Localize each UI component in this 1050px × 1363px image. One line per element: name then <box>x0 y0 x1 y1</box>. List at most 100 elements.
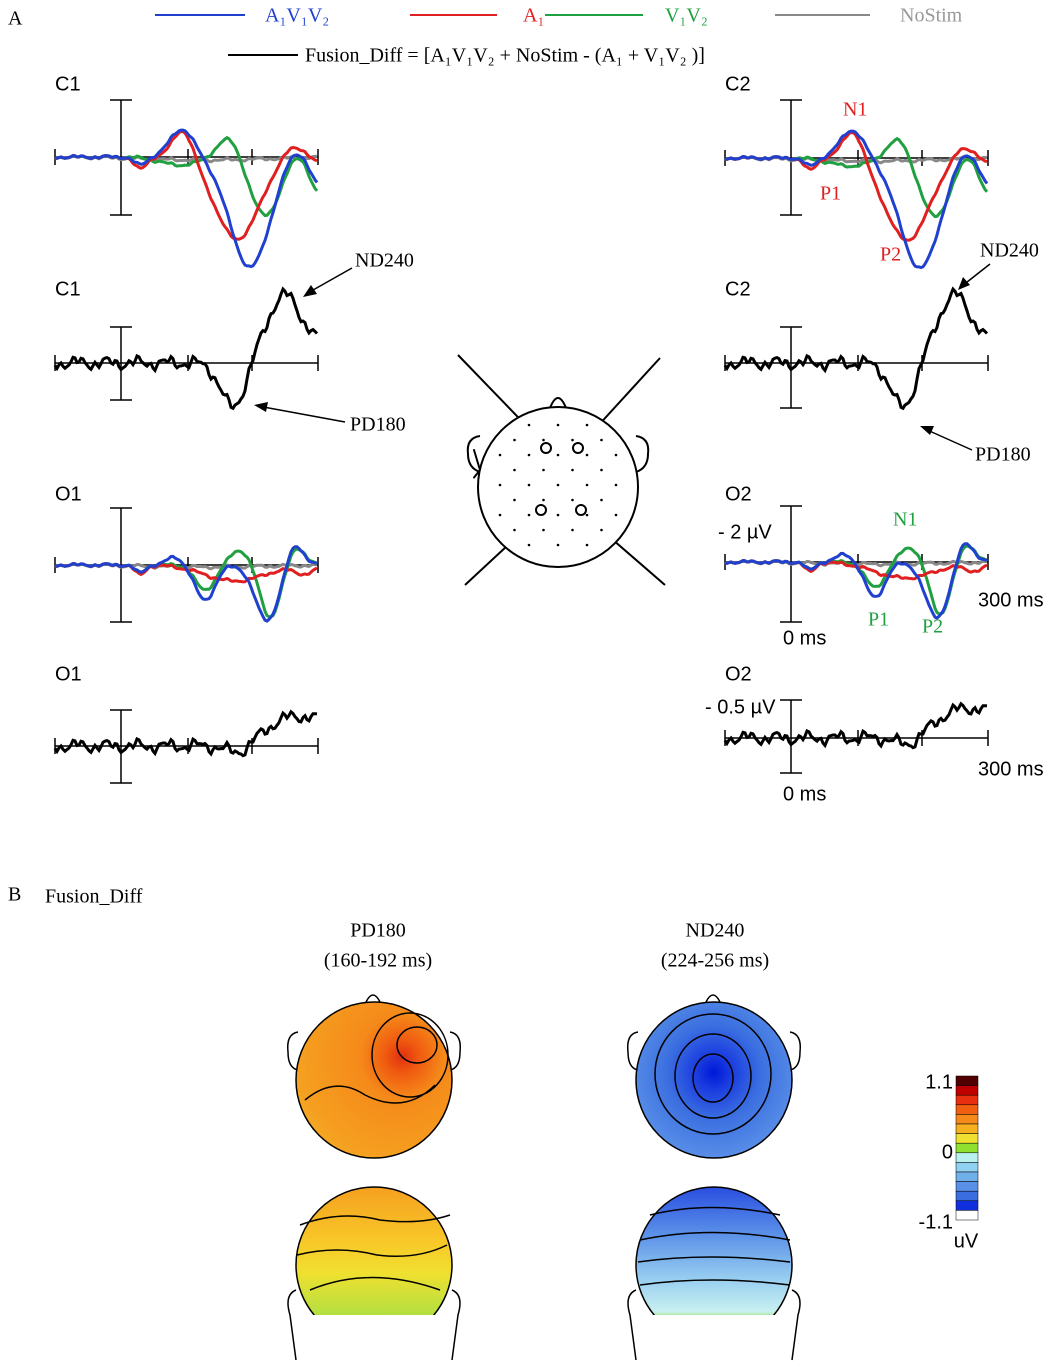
scale-label: - 0.5 µV <box>705 696 776 718</box>
annotation: ND240 <box>980 240 1039 262</box>
electrode-dot <box>527 423 531 427</box>
electrode-dot <box>556 453 560 457</box>
colorbar-label: -1.1 <box>919 1211 953 1233</box>
colorbar-swatch <box>955 1181 979 1192</box>
plot-label: O2 <box>725 483 752 505</box>
electrode-dot <box>527 453 531 457</box>
plot-label: O1 <box>55 483 82 505</box>
annotation: P1 <box>820 183 841 205</box>
formula: Fusion_Diff = [A₁V₁V₂ + NoStim - (A₁ + V… <box>305 45 705 67</box>
electrode-dot <box>571 498 574 502</box>
colorbar-label: 0 <box>942 1141 953 1163</box>
difference-trace <box>723 286 989 411</box>
topomap <box>286 994 802 1361</box>
annotation: PD180 <box>975 444 1031 466</box>
map-title: PD180 <box>350 920 406 942</box>
annotation: P1 <box>868 609 889 631</box>
difference-trace <box>723 701 988 750</box>
colorbar-swatch <box>955 1075 979 1086</box>
colorbar-swatch <box>955 1142 979 1154</box>
electrode-dot <box>600 498 603 502</box>
panel-label: B <box>8 884 21 906</box>
panel-label: A <box>8 8 23 30</box>
colorbar-swatch <box>955 1162 979 1173</box>
arrowhead <box>254 402 268 412</box>
electrode-dot <box>556 423 560 427</box>
colorbar-swatch <box>955 1152 979 1163</box>
plot-label: C1 <box>55 73 81 95</box>
erp-trace <box>724 544 988 616</box>
electrode-dot <box>527 543 531 547</box>
difference-trace <box>53 709 318 758</box>
map-window: (160-192 ms) <box>324 950 432 972</box>
electrode-dot <box>600 528 603 532</box>
erp-trace <box>724 542 988 620</box>
arrowhead <box>303 285 317 297</box>
erp-trace <box>54 545 318 623</box>
arrowhead <box>920 426 934 435</box>
legend-text: A₁ <box>523 5 544 27</box>
annotation: ND240 <box>355 250 414 272</box>
panel-title: Fusion_Diff <box>45 886 143 908</box>
plot-label: C2 <box>725 73 751 95</box>
scale-label: - 2 µV <box>718 521 772 543</box>
erp-trace <box>54 547 318 619</box>
difference-trace <box>53 286 319 411</box>
electrode-dot <box>600 468 603 472</box>
electrode-dot <box>556 513 560 517</box>
electrode-dot <box>513 438 516 442</box>
colorbar-swatch <box>955 1104 979 1115</box>
colorbar-label: 1.1 <box>925 1071 953 1093</box>
erp-trace <box>724 129 989 270</box>
erp-plots: C1 C1 O1 O1 C2 C2 O2 O2 <box>53 73 989 784</box>
plot-label: C2 <box>725 278 751 300</box>
plot-label: O2 <box>725 663 752 685</box>
colorbar-swatch <box>955 1114 979 1125</box>
electrode-dot <box>614 513 618 517</box>
electrode-dot <box>513 468 516 472</box>
annotation: N1 <box>893 509 917 531</box>
erp-trace <box>724 136 989 219</box>
time-label: 0 ms <box>783 783 826 805</box>
electrode-dot <box>498 453 502 457</box>
map-window: (224-256 ms) <box>661 950 769 972</box>
annotation: N1 <box>843 99 867 121</box>
arrowhead <box>958 277 970 290</box>
colorbar-swatch <box>955 1190 979 1202</box>
erp-trace <box>724 130 988 242</box>
colorbar-swatch <box>955 1200 979 1211</box>
colorbar-swatch <box>955 1085 979 1096</box>
electrode-dot <box>513 498 516 502</box>
electrode-dot <box>585 513 589 517</box>
electrode-dot <box>585 423 589 427</box>
electrode-dot <box>527 513 531 517</box>
time-label: 300 ms <box>978 589 1044 611</box>
legend-text: A₁V₁V₂ <box>265 5 329 27</box>
erp-trace <box>54 135 319 218</box>
plot-label: C1 <box>55 278 81 300</box>
electrode-dot <box>585 453 589 457</box>
electrode-dot <box>513 528 516 532</box>
electrode-dot <box>498 513 502 517</box>
map-title: ND240 <box>686 920 745 942</box>
erp-trace <box>54 129 318 241</box>
electrode-dot <box>571 528 574 532</box>
electrode-dot <box>527 483 531 487</box>
colorbar-unit: uV <box>954 1230 979 1252</box>
electrode-dot <box>542 528 545 532</box>
legend-text: NoStim <box>900 5 963 27</box>
electrode-dot <box>542 468 545 472</box>
electrode-dot <box>498 483 502 487</box>
colorbar-swatch <box>955 1171 979 1182</box>
time-label: 300 ms <box>978 758 1044 780</box>
annotation: PD180 <box>350 414 406 436</box>
arrow <box>257 405 346 423</box>
colorbar-swatch <box>955 1094 979 1106</box>
electrode-head <box>457 354 666 586</box>
colorbar-swatch <box>955 1123 979 1134</box>
legend-text: V₁V₂ <box>665 5 708 27</box>
arrow <box>924 428 973 451</box>
electrode-dots <box>498 423 618 547</box>
colorbar-swatch <box>955 1133 979 1144</box>
